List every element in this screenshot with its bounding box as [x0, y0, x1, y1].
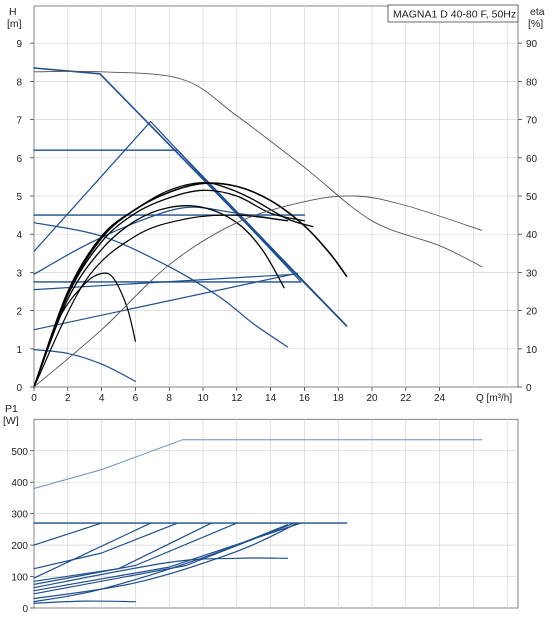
y2-tick-label: 20 — [526, 307, 538, 318]
x-tick-label: 0 — [31, 393, 37, 404]
series-p-1 — [33, 522, 103, 546]
series-eta-3 — [33, 189, 306, 388]
x-tick-label: 8 — [166, 393, 172, 404]
series-eta-5 — [33, 272, 136, 388]
x-tick-label: 10 — [197, 393, 209, 404]
series-eta-6 — [33, 214, 289, 388]
series-p-8 — [33, 522, 299, 600]
title-box — [387, 4, 519, 23]
x-tick-label: 4 — [99, 393, 105, 404]
y2-tick-label: 60 — [526, 154, 538, 165]
x-tick-label: 24 — [434, 393, 446, 404]
p-tick-label: 400 — [11, 478, 28, 489]
y-tick-label: 3 — [16, 268, 22, 279]
series-grundfos-qh — [33, 70, 483, 268]
top-grid — [33, 5, 519, 388]
y-tick-label: 6 — [16, 154, 22, 165]
y-axis-label-h: H — [9, 6, 17, 18]
p-tick-label: 300 — [11, 510, 28, 521]
y-tick-label: 9 — [16, 39, 22, 50]
y2-tick-label: 50 — [526, 192, 538, 203]
series-qh-max — [33, 67, 348, 327]
series-p-5 — [33, 522, 238, 585]
series-min-curve-2 — [33, 349, 136, 382]
top-plot-frame — [33, 5, 519, 388]
x-tick-label: 18 — [333, 393, 345, 404]
y2-tick-label: 90 — [526, 39, 538, 50]
series-grundfos-eta — [33, 195, 483, 388]
series-p-3 — [33, 522, 152, 579]
y-tick-label: 8 — [16, 77, 22, 88]
series-p-11 — [33, 600, 136, 604]
series-min-curve-1 — [33, 222, 289, 348]
y2-tick-label: 70 — [526, 116, 538, 127]
y2-tick-label: 40 — [526, 230, 538, 241]
series-eta-1 — [33, 182, 348, 388]
y-tick-label: 4 — [16, 230, 22, 241]
series-prop-line-c — [33, 272, 299, 331]
y-tick-label: 7 — [16, 116, 22, 127]
y-tick-label: 0 — [16, 383, 22, 394]
p-tick-label: 0 — [22, 604, 28, 615]
y2-tick-label: 30 — [526, 268, 538, 279]
y-tick-label: 1 — [16, 345, 22, 356]
series-prop-line-b — [33, 273, 295, 291]
bottom-series — [33, 439, 483, 604]
y2-tick-label: 80 — [526, 77, 538, 88]
series-eta-2 — [33, 181, 314, 388]
series-grundfos-p1 — [33, 439, 483, 489]
top-series — [33, 67, 483, 388]
x-tick-label: 16 — [299, 393, 311, 404]
y2-tick-label: 0 — [526, 383, 532, 394]
series-eta-4 — [33, 205, 285, 388]
y-tick-label: 2 — [16, 307, 22, 318]
x-tick-label: 2 — [65, 393, 71, 404]
y-tick-label: 5 — [16, 192, 22, 203]
x-axis-label-q: Q [m³/h] — [476, 393, 512, 404]
x-tick-label: 6 — [133, 393, 139, 404]
series-p-9 — [33, 524, 289, 603]
y2-axis-unit-eta: [%] — [528, 18, 543, 30]
x-tick-label: 14 — [265, 393, 277, 404]
series-p-10 — [33, 557, 289, 589]
y2-tick-label: 10 — [526, 345, 538, 356]
series-rising-blue — [33, 206, 289, 275]
y-axis-unit-h: [m] — [7, 18, 22, 30]
series-prop-line-a — [33, 120, 302, 283]
y2-axis-label-eta: eta — [530, 6, 545, 18]
y-axis-unit-p1: [W] — [3, 415, 19, 427]
x-tick-label: 12 — [231, 393, 243, 404]
series-p-2 — [33, 522, 179, 570]
p-tick-label: 500 — [11, 447, 28, 458]
series-p-7 — [33, 522, 295, 595]
x-tick-label: 22 — [400, 393, 412, 404]
p-tick-label: 100 — [11, 573, 28, 584]
chart-title: MAGNA1 D 40-80 F, 50Hz — [393, 9, 516, 21]
p-tick-label: 200 — [11, 541, 28, 552]
y-axis-label-p1: P1 — [5, 403, 18, 415]
x-tick-label: 20 — [366, 393, 378, 404]
